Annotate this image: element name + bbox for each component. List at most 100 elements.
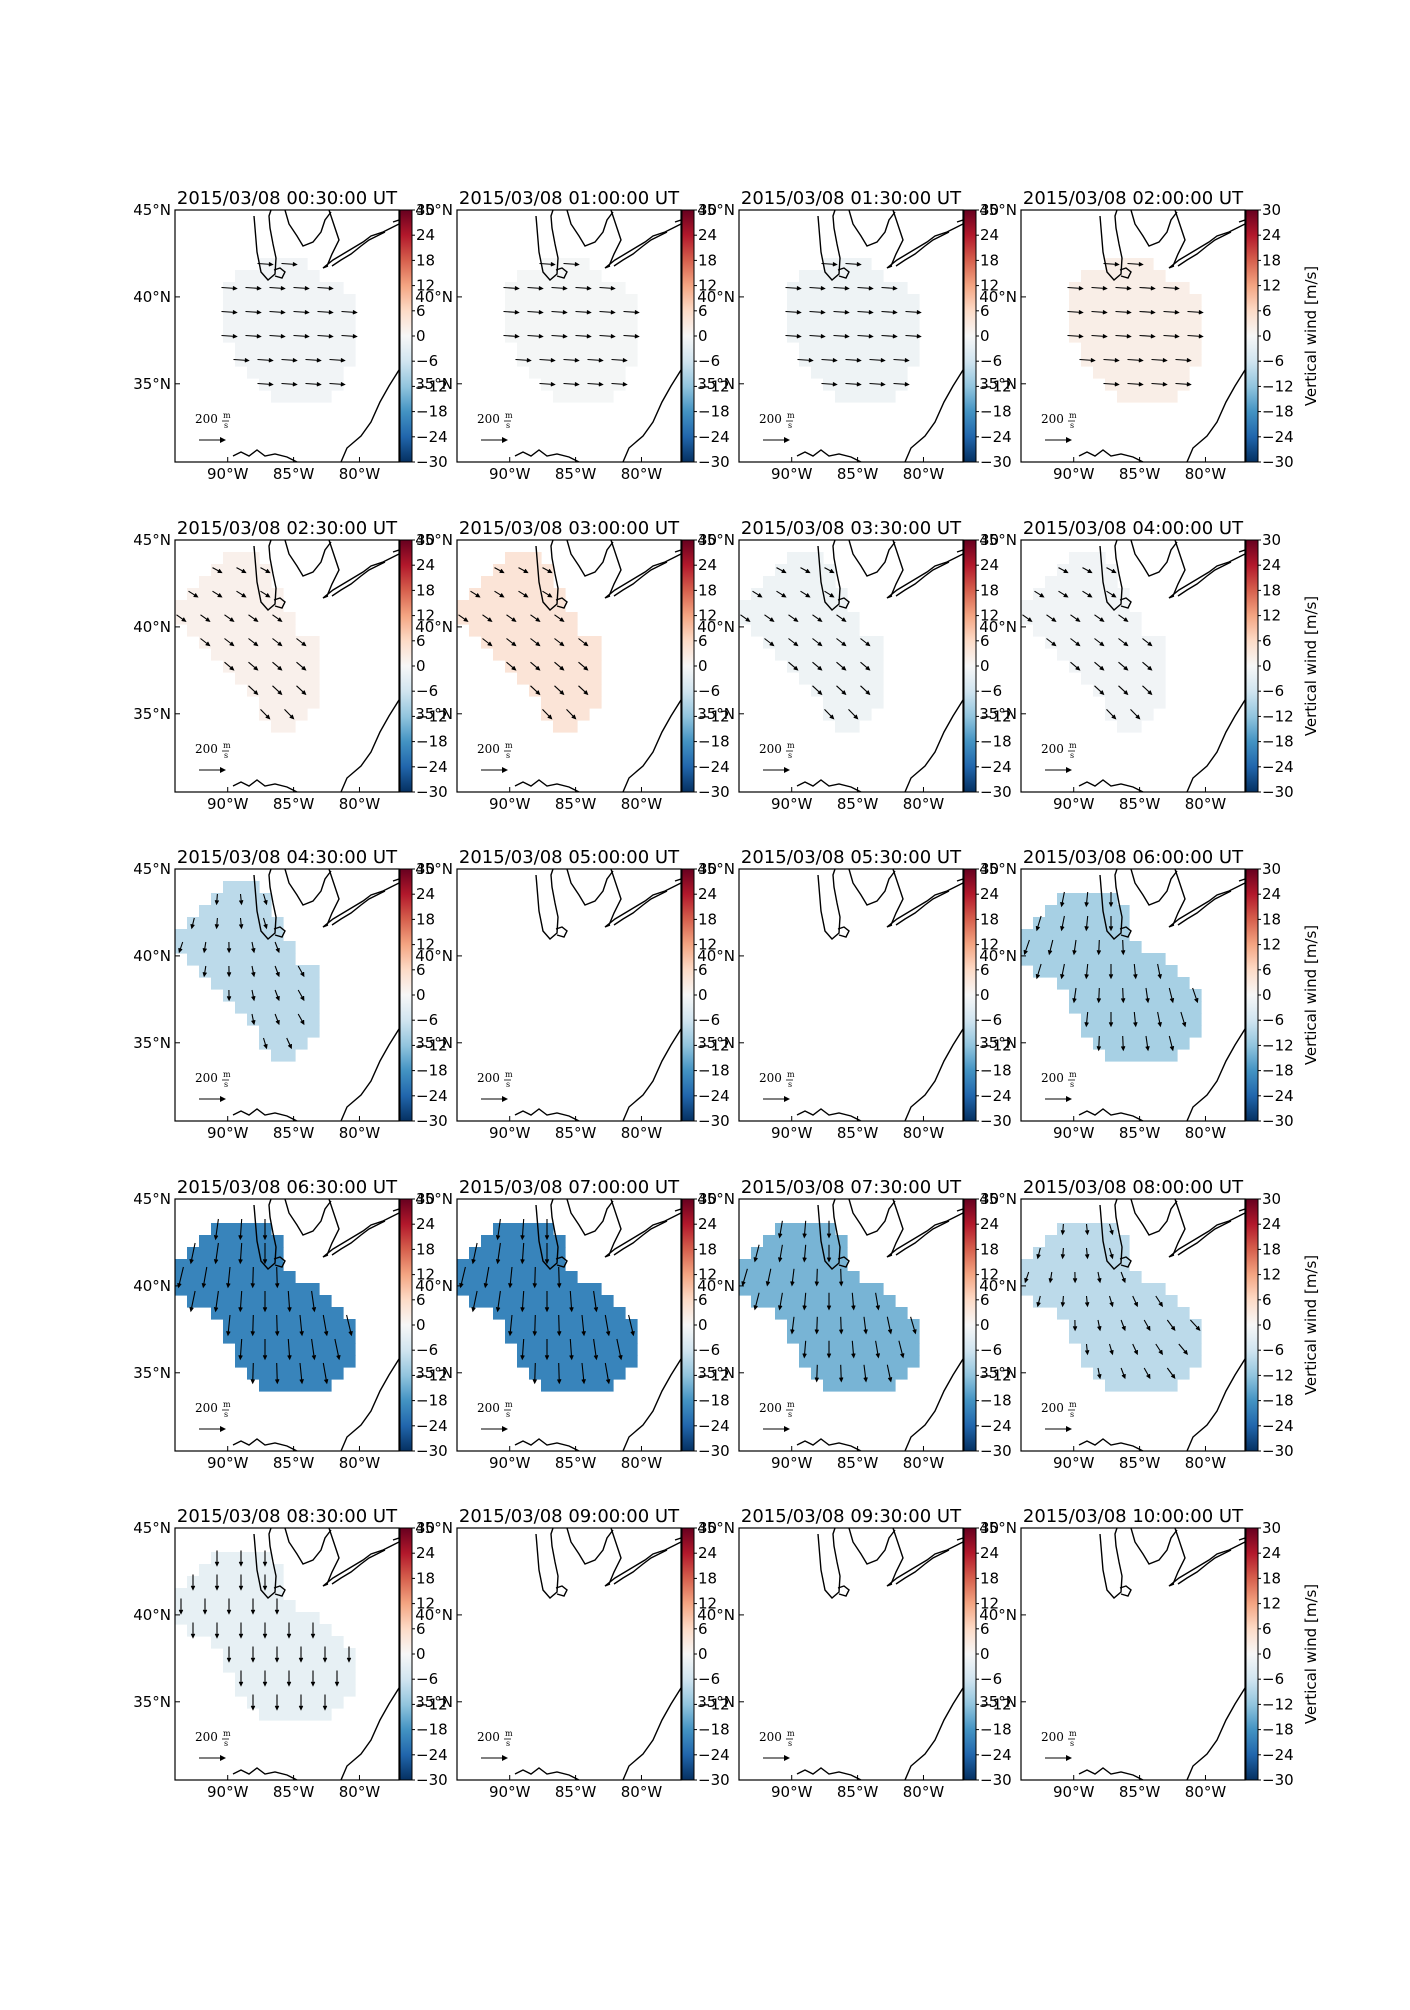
- colorbar-tick-label: 6: [416, 1620, 426, 1638]
- panel-title: 2015/03/08 10:00:00 UT: [1023, 1506, 1244, 1527]
- heat-cell-row: [787, 306, 920, 319]
- colorbar-tick-label: −24: [980, 1417, 1012, 1435]
- wind-arrow: [272, 661, 283, 671]
- wind-arrow: [839, 1364, 844, 1383]
- wind-arrow: [329, 382, 346, 387]
- coastline-path: [622, 1358, 681, 1451]
- colorbar-tick-label: −6: [980, 682, 1002, 700]
- heat-cell-row: [175, 1588, 284, 1601]
- colorbar-tick-label: 6: [1262, 302, 1272, 320]
- wind-arrow: [250, 1314, 255, 1337]
- wind-vectors: [1024, 1223, 1201, 1380]
- x-tick-label: 80°W: [903, 1124, 945, 1142]
- y-tick-label: 35°N: [979, 705, 1017, 723]
- heat-cell-row: [259, 1708, 332, 1721]
- map-area: [457, 540, 681, 792]
- colorbar-tick-label: −18: [416, 733, 448, 751]
- wind-arrow: [262, 1622, 268, 1639]
- axes-frame: [738, 209, 964, 463]
- colorbar-tick-label: −12: [1262, 1366, 1294, 1384]
- heat-region: [175, 881, 320, 1062]
- colorbar-tick-label: −24: [980, 1746, 1012, 1764]
- heat-cell-row: [223, 660, 320, 673]
- coastline: [514, 1199, 681, 1451]
- x-tick-label: 85°W: [273, 795, 315, 813]
- reference-arrow-head: [1066, 1096, 1072, 1102]
- coastline-path: [674, 1208, 681, 1212]
- x-tick-label: 90°W: [207, 1124, 249, 1142]
- wind-arrow: [1115, 286, 1132, 291]
- wind-arrow: [1127, 262, 1144, 267]
- y-tick-label: 45°N: [979, 1519, 1017, 1537]
- wind-arrow: [542, 590, 553, 598]
- panel-title: 2015/03/08 09:30:00 UT: [741, 1506, 962, 1527]
- wind-arrow: [238, 1290, 243, 1313]
- heat-cell-row: [457, 1283, 602, 1296]
- wind-arrow: [578, 685, 589, 696]
- wind-arrow: [293, 286, 310, 291]
- colorbar: 30 24 18 12 6 0 −6 −12 −18 −24 −30 Vertical wind [m…: [1245, 1190, 1320, 1460]
- coastline-path: [392, 549, 399, 553]
- wind-arrow: [886, 1316, 893, 1335]
- coastline-path: [1238, 1537, 1245, 1541]
- heat-cell-row: [505, 294, 638, 307]
- y-tick-label: 45°N: [415, 1190, 453, 1208]
- wind-arrow: [503, 310, 520, 315]
- reference-arrow-head: [502, 767, 508, 773]
- wind-arrow: [494, 567, 505, 574]
- coastline-path: [1186, 1687, 1245, 1780]
- heat-region: [739, 552, 884, 733]
- reference-arrow: 200 ms: [477, 1400, 513, 1432]
- colorbar: 30 24 18 12 6 0 −6 −12 −18 −24 −30 Vertical wind [m…: [1245, 531, 1320, 801]
- coastline-path: [326, 1199, 340, 1256]
- coastline-path: [622, 699, 681, 792]
- axes-frame: [1020, 1527, 1246, 1781]
- heat-cell-row: [739, 1259, 848, 1272]
- coastline: [1078, 540, 1245, 792]
- colorbar-tick-label: 6: [698, 1620, 708, 1638]
- colorbar-tick-label: 6: [980, 1291, 990, 1309]
- wind-arrow: [459, 1266, 466, 1289]
- wind-arrow: [824, 567, 835, 574]
- wind-arrow: [1163, 334, 1180, 339]
- coastline-path: [535, 540, 559, 611]
- wind-arrow: [1060, 1295, 1066, 1308]
- heat-cell-row: [1045, 905, 1130, 918]
- colorbar-tick-label: 18: [698, 910, 717, 928]
- heat-cell-row: [1117, 720, 1142, 733]
- heat-cell-row: [811, 1367, 908, 1380]
- coastline-path: [1238, 549, 1245, 553]
- colorbar-tick-label: −30: [980, 453, 1012, 471]
- panel-title: 2015/03/08 07:00:00 UT: [459, 1177, 680, 1198]
- heat-cell-row: [1081, 1355, 1202, 1368]
- colorbar-tick-label: −24: [698, 758, 730, 776]
- heat-cell-row: [235, 672, 320, 685]
- wind-arrow: [797, 358, 814, 363]
- coastline: [514, 540, 681, 792]
- heat-cell-row: [823, 258, 872, 271]
- y-tick-label: 35°N: [697, 1034, 735, 1052]
- heat-cell-row: [223, 306, 356, 319]
- wind-arrow: [848, 709, 859, 720]
- coastline-path: [904, 1358, 963, 1451]
- wind-arrow: [554, 638, 565, 647]
- heat-region: [223, 258, 356, 403]
- heat-cell-row: [1069, 1319, 1202, 1332]
- wind-arrow: [845, 262, 862, 267]
- heat-cell-row: [775, 1307, 908, 1320]
- heat-cell-row: [823, 708, 872, 721]
- coastline-path: [886, 223, 963, 269]
- wind-arrow: [245, 334, 262, 339]
- colorbar-tick-label: 12: [1262, 1595, 1281, 1613]
- colorbar-tick-label: −6: [698, 352, 720, 370]
- wind-arrow: [530, 638, 541, 647]
- map-area: [175, 1528, 399, 1780]
- colorbar: 30 24 18 12 6 0 −6 −12 −18 −24 −30: [681, 860, 730, 1130]
- coastline-path: [232, 1767, 298, 1780]
- map-area: [1021, 540, 1245, 792]
- colorbar-tick-label: −24: [698, 1417, 730, 1435]
- wind-arrow: [274, 1598, 280, 1615]
- wind-arrow: [520, 1218, 525, 1241]
- colorbar-tick-label: 18: [980, 581, 999, 599]
- heat-cell-row: [457, 612, 578, 625]
